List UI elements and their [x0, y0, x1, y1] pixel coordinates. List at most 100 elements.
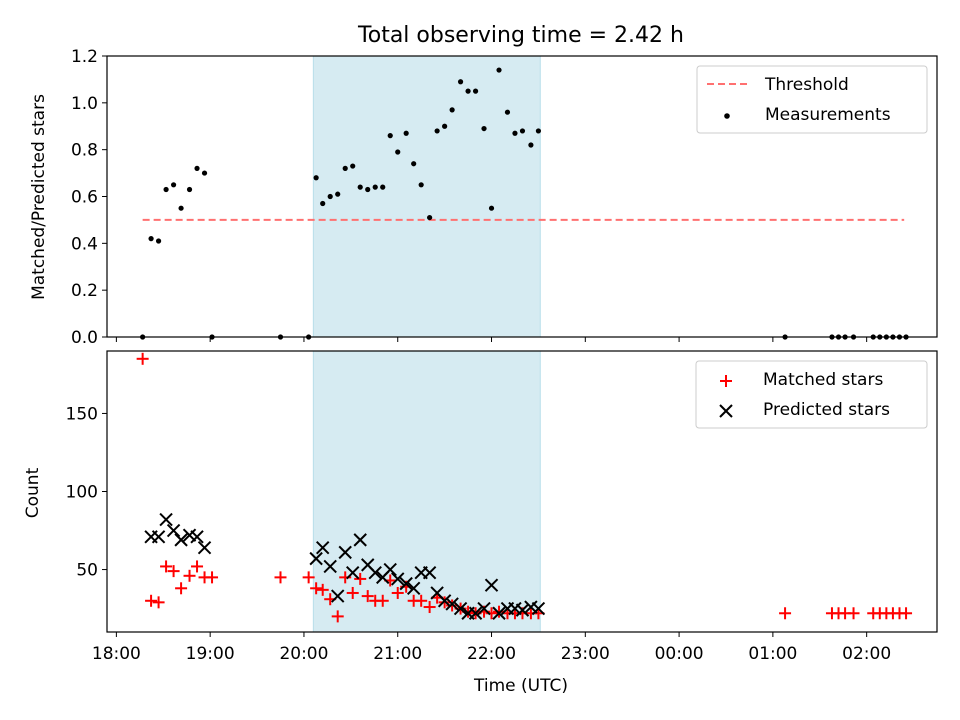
predicted-star-marker [331, 589, 345, 603]
predicted-star-marker [468, 606, 483, 620]
x-tick-label: 01:00 [748, 644, 797, 664]
bottom-panel: Count Time (UTC) 18:00 19:00 20:00 21:00 22:… [23, 350, 938, 696]
bottom-axes-frame [106, 350, 938, 633]
matched-star-marker [310, 582, 323, 595]
top-axes-frame [106, 55, 938, 338]
bottom-y-tick-label: 150 [66, 404, 98, 424]
predicted-star-marker [346, 565, 360, 580]
x-tick-label: 18:00 [92, 644, 141, 664]
measurement-point [449, 107, 455, 113]
top-legend-box [696, 65, 928, 134]
matched-star-marker [391, 586, 404, 599]
measurement-point [465, 88, 471, 94]
measurement-point [488, 205, 495, 211]
bottom-legend-box [695, 360, 928, 429]
x-tick-label: 22:00 [467, 644, 516, 664]
measurement-point [201, 170, 208, 176]
measurement-point [457, 79, 464, 85]
measurement-point [403, 130, 409, 136]
predicted-star-marker [399, 576, 413, 591]
predicted-star-marker [383, 562, 397, 577]
matched-star-marker [376, 594, 389, 607]
matched-star-marker [346, 586, 359, 599]
predicted-star-marker [406, 581, 421, 595]
measurement-point [434, 128, 440, 134]
measurement-point [418, 182, 424, 188]
legend-threshold-label: Threshold [764, 75, 849, 95]
measurement-point [411, 161, 417, 167]
predicted-star-marker [445, 597, 459, 611]
matched-star-marker [779, 607, 792, 620]
matched-star-marker [331, 610, 344, 623]
measurement-point [427, 214, 433, 221]
top-y-tick-label: 0.6 [71, 188, 98, 208]
measurement-point [320, 200, 326, 207]
predicted-star-marker [197, 540, 212, 555]
measurement-point [365, 186, 371, 193]
measurement-point [163, 186, 169, 193]
predicted-star-marker [174, 533, 188, 547]
matched-star-marker [354, 572, 367, 585]
measurement-point [327, 193, 333, 200]
measurement-point [395, 149, 401, 155]
matched-star-marker [175, 582, 188, 595]
x-tick-label: 19:00 [186, 644, 235, 664]
matched-star-marker [900, 607, 913, 620]
predicted-star-marker [151, 530, 166, 544]
matched-star-marker [152, 596, 165, 609]
top-y-tick-label: 0.2 [71, 281, 98, 301]
predicted-star-marker [338, 545, 352, 560]
predicted-star-marker [190, 530, 204, 544]
predicted-star-marker [159, 512, 173, 527]
legend-measurements-label: Measurements [765, 105, 891, 125]
predicted-star-marker [484, 578, 499, 592]
x-tick-label: 21:00 [373, 644, 422, 664]
top-plot-area: 0.0 0.2 0.4 0.6 0.8 1.0 1.2 [71, 47, 938, 348]
measurement-point [357, 184, 363, 190]
predicted-legend-marker-icon [719, 404, 733, 418]
x-tick-label: 20:00 [279, 644, 328, 664]
x-tick-label: 00:00 [655, 644, 704, 664]
measurement-point [528, 142, 534, 148]
top-y-tick-label: 1.0 [71, 94, 98, 114]
predicted-star-marker [391, 572, 405, 586]
measurement-point [335, 191, 341, 197]
matched-star-marker [206, 571, 219, 584]
matched-star-marker [361, 590, 374, 603]
bottom-ylabel: Count [23, 467, 43, 518]
predicted-star-marker [477, 601, 491, 616]
top-legend: Threshold Measurements [696, 65, 928, 134]
measurement-point [442, 123, 448, 129]
measurement-point [342, 165, 348, 171]
bottom-legend: Matched stars Predicted stars [695, 360, 928, 429]
matched-star-marker [423, 601, 436, 614]
matched-star-marker [160, 560, 173, 573]
bottom-y-tick-label: 50 [76, 561, 98, 581]
measurement-point [512, 130, 518, 136]
measurement-point [313, 175, 319, 181]
measurement-point [504, 109, 511, 115]
measurement-point [380, 184, 386, 190]
matched-legend-marker-icon [720, 375, 732, 387]
measurement-legend-marker-icon [724, 113, 730, 119]
matched-star-marker [136, 352, 149, 365]
predicted-star-marker [309, 551, 323, 566]
measurement-point [170, 182, 177, 188]
measurement-point [387, 133, 393, 139]
legend-matched-label: Matched stars [763, 370, 883, 390]
top-y-tick-label: 0.8 [71, 141, 98, 161]
measurement-point [372, 184, 378, 190]
top-panel: Total observing time = 2.42 h Matched/Pr… [29, 23, 938, 348]
predicted-star-marker [492, 606, 506, 620]
measurement-point [481, 125, 487, 132]
bottom-plot-area: 18:00 19:00 20:00 21:00 22:00 23:00 00:00 01:00… [66, 350, 938, 664]
measurement-point [148, 236, 154, 242]
measurement-point [186, 186, 193, 193]
matched-star-marker [438, 596, 451, 609]
x-tick-label: 23:00 [561, 644, 610, 664]
measurement-point [178, 205, 184, 211]
predicted-star-marker [323, 559, 337, 574]
predicted-star-marker [353, 533, 367, 547]
measurement-point [535, 128, 542, 134]
